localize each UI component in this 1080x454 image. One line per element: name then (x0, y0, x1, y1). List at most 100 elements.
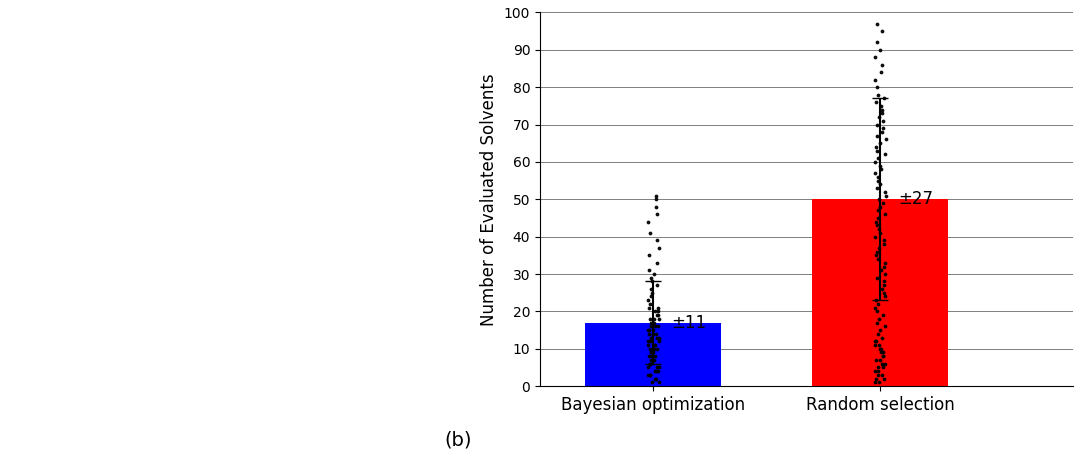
Point (876, 323, 893, 330)
Point (869, 207, 887, 214)
Point (650, 338, 667, 345)
Point (869, 364, 887, 371)
Point (639, 364, 657, 371)
Point (650, 311, 667, 319)
Point (642, 229, 659, 237)
Point (870, 341, 888, 349)
Point (867, 304, 885, 311)
Point (866, 338, 883, 345)
Point (648, 259, 665, 266)
Point (872, 326, 889, 334)
Point (872, 356, 889, 364)
Y-axis label: Number of Evaluated Solvents: Number of Evaluated Solvents (481, 73, 498, 326)
Point (873, 349, 890, 356)
Point (867, 356, 885, 364)
Point (645, 349, 662, 356)
Point (867, 379, 885, 386)
Point (649, 323, 666, 330)
Point (645, 356, 662, 364)
Point (868, 222, 886, 229)
Point (642, 345, 659, 352)
Point (640, 304, 658, 311)
Point (646, 353, 663, 360)
Point (867, 252, 885, 259)
Point (868, 121, 886, 128)
Point (648, 237, 665, 244)
Point (873, 110, 890, 117)
Point (642, 338, 659, 345)
Point (869, 371, 887, 379)
Point (869, 330, 887, 337)
Point (646, 315, 663, 322)
Point (640, 371, 658, 379)
Point (647, 375, 664, 382)
Point (868, 319, 886, 326)
Point (643, 353, 660, 360)
Point (867, 99, 885, 106)
Point (642, 323, 659, 330)
Point (648, 334, 665, 341)
Point (870, 379, 888, 386)
Point (647, 368, 664, 375)
Point (650, 334, 667, 341)
Point (648, 311, 665, 319)
Point (873, 166, 890, 173)
Point (872, 345, 889, 352)
Text: ±27: ±27 (899, 190, 933, 208)
Point (867, 338, 885, 345)
Point (640, 330, 658, 337)
Point (872, 203, 889, 210)
Point (869, 368, 887, 375)
Point (867, 218, 885, 225)
Point (866, 54, 883, 61)
Point (872, 139, 889, 147)
Point (872, 229, 889, 237)
Point (644, 356, 661, 364)
Point (876, 237, 893, 244)
Point (649, 304, 666, 311)
Point (643, 356, 660, 364)
Point (877, 188, 894, 195)
Point (868, 274, 886, 281)
Point (649, 368, 666, 375)
Point (870, 244, 888, 252)
Point (867, 143, 885, 151)
Point (639, 341, 657, 349)
Point (869, 91, 887, 98)
Point (640, 353, 658, 360)
Point (874, 199, 891, 207)
Point (873, 106, 890, 113)
Point (868, 184, 886, 192)
Point (868, 39, 886, 46)
Point (868, 248, 886, 255)
Point (875, 311, 892, 319)
Point (646, 375, 663, 382)
Point (640, 326, 658, 334)
Point (877, 211, 894, 218)
Point (876, 271, 893, 278)
Point (875, 263, 892, 270)
Point (644, 349, 661, 356)
Point (869, 154, 887, 162)
Point (875, 241, 892, 248)
Point (639, 296, 657, 304)
Point (872, 345, 889, 352)
Point (874, 364, 891, 371)
Point (877, 192, 894, 199)
Point (877, 293, 894, 300)
Point (650, 379, 667, 386)
Point (647, 323, 664, 330)
Point (643, 334, 660, 341)
Point (873, 69, 890, 76)
Point (640, 252, 658, 259)
Text: (b): (b) (444, 431, 472, 450)
Point (875, 125, 892, 132)
Point (872, 181, 889, 188)
Point (868, 84, 886, 91)
Point (872, 162, 889, 169)
Point (866, 233, 883, 240)
Point (649, 308, 666, 315)
Point (645, 345, 662, 352)
Point (870, 114, 888, 121)
Point (873, 360, 890, 367)
